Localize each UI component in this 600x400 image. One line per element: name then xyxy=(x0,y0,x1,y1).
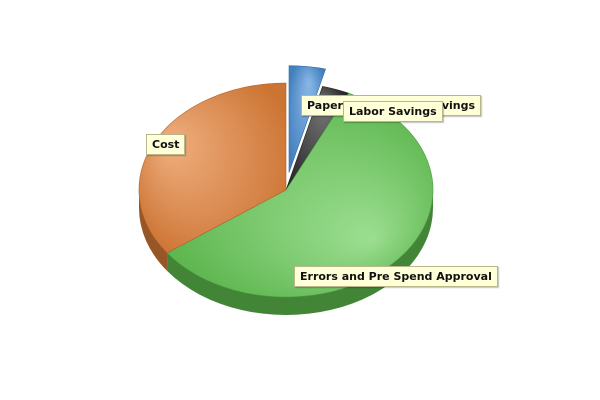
label-errors-and-pre-spend-approval: Errors and Pre Spend Approval xyxy=(294,266,498,287)
label-cost: Cost xyxy=(146,134,186,155)
slice-errors-and-pre-spend-approval[interactable] xyxy=(166,92,434,298)
slice-side-cost xyxy=(139,190,168,271)
slice-paper-and-storage-savings[interactable] xyxy=(288,65,326,173)
label-labor-savings: Labor Savings xyxy=(343,101,443,122)
